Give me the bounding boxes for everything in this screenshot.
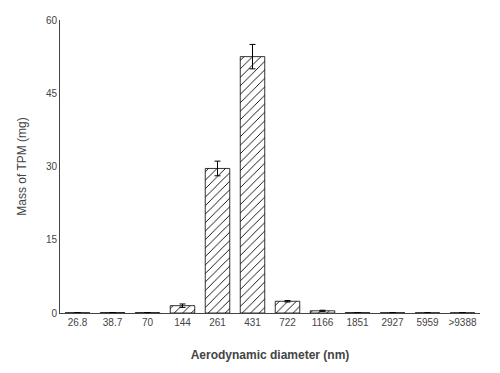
svg-text:144: 144 <box>174 317 191 328</box>
svg-text:30: 30 <box>46 161 58 172</box>
svg-text:>9388: >9388 <box>448 317 477 328</box>
svg-text:70: 70 <box>142 317 154 328</box>
svg-text:60: 60 <box>46 15 58 26</box>
svg-text:15: 15 <box>46 234 58 245</box>
svg-text:5959: 5959 <box>416 317 439 328</box>
svg-text:45: 45 <box>46 88 58 99</box>
svg-text:431: 431 <box>244 317 261 328</box>
svg-text:Aerodynamic diameter (nm): Aerodynamic diameter (nm) <box>191 348 350 362</box>
svg-text:Mass of TPM (mg): Mass of TPM (mg) <box>15 117 29 215</box>
svg-text:2927: 2927 <box>381 317 404 328</box>
svg-text:0: 0 <box>51 308 57 319</box>
svg-text:261: 261 <box>209 317 226 328</box>
svg-text:26.8: 26.8 <box>68 317 88 328</box>
svg-text:38.7: 38.7 <box>103 317 123 328</box>
svg-text:1851: 1851 <box>346 317 369 328</box>
svg-text:722: 722 <box>279 317 296 328</box>
svg-text:1166: 1166 <box>312 317 334 328</box>
